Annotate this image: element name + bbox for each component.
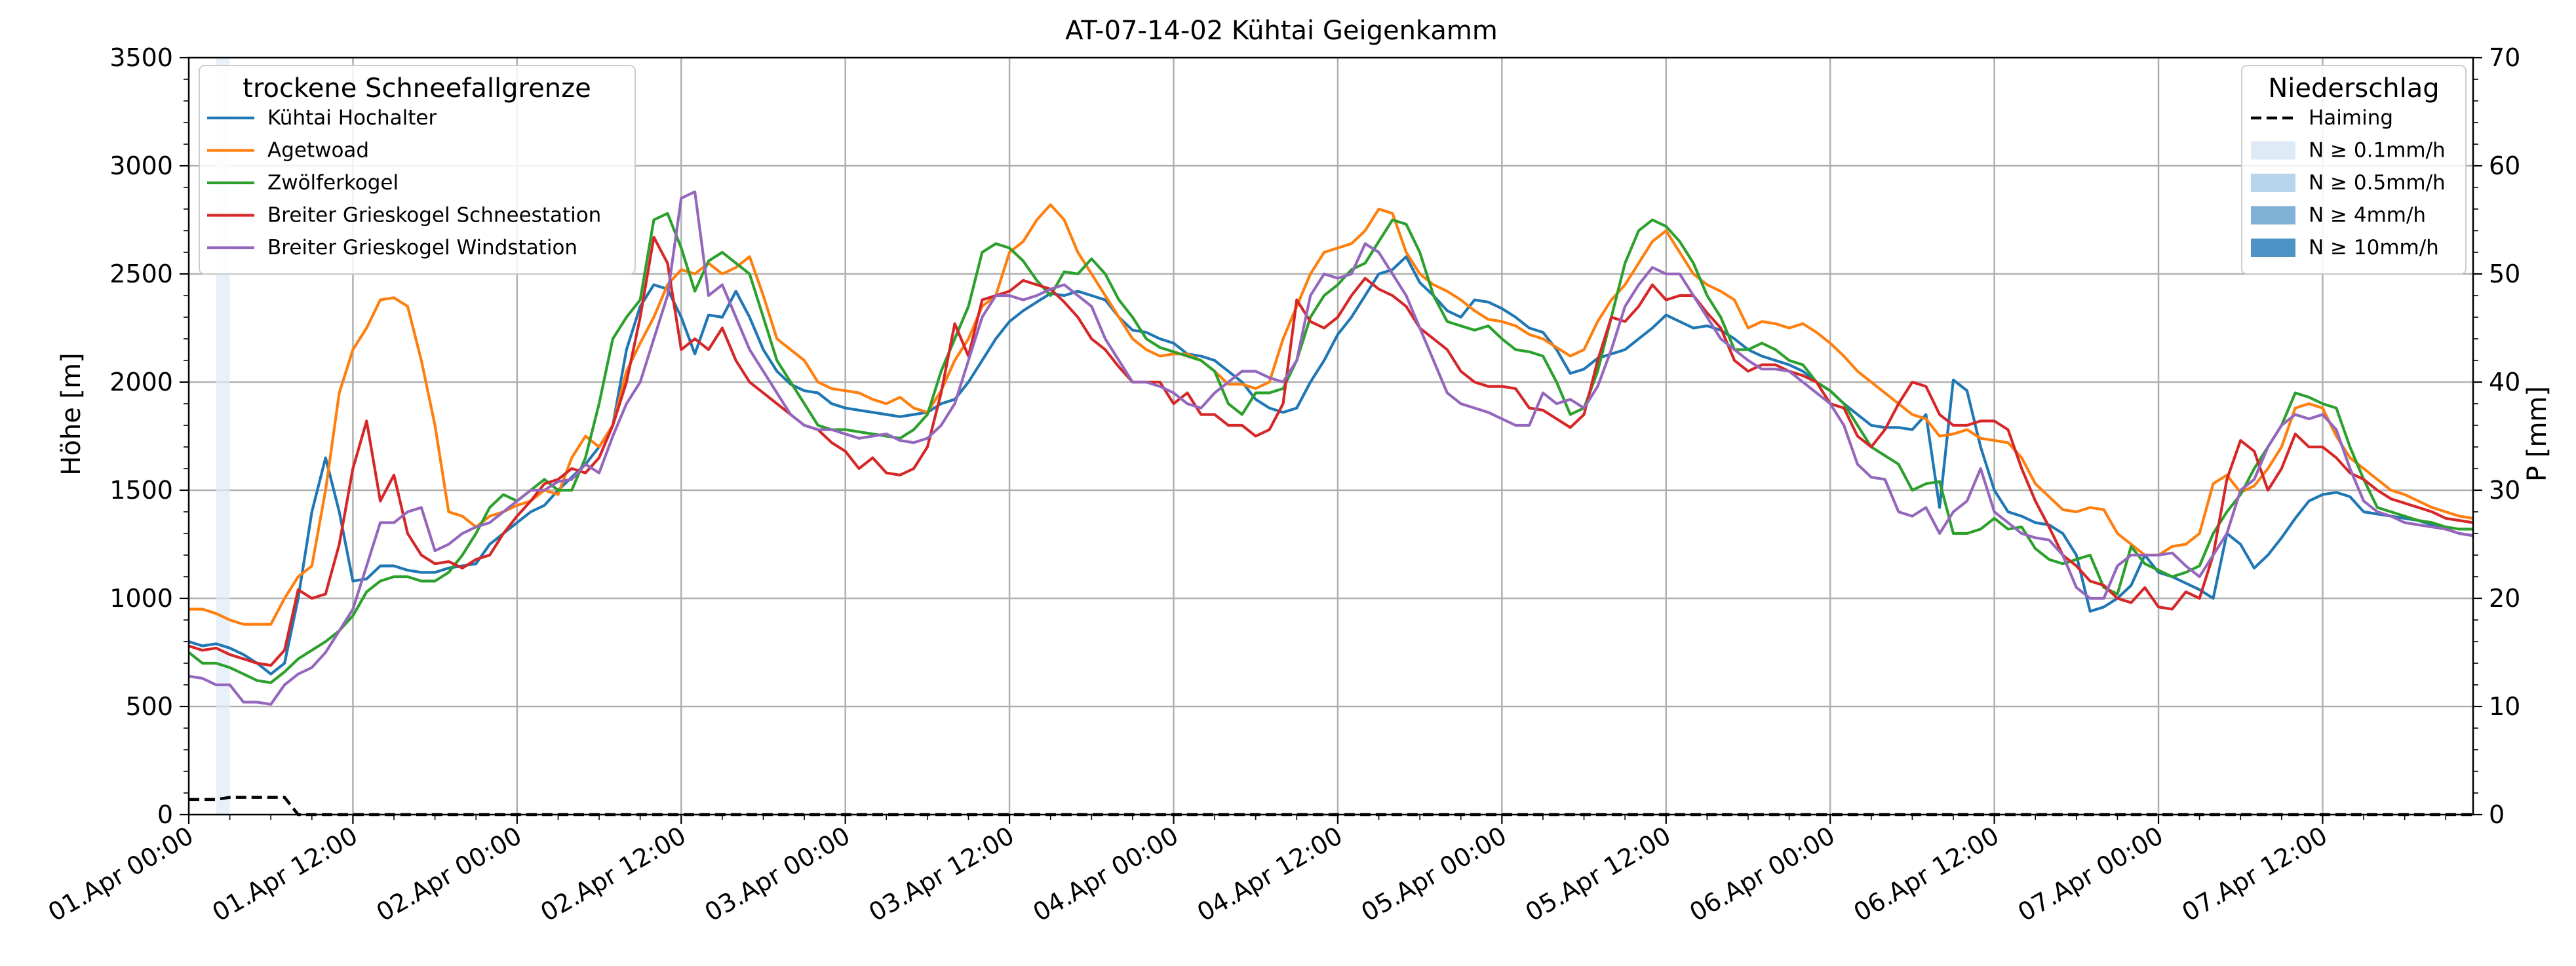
series-line-breiter-grieskogel-windstation: [188, 190, 2474, 706]
legend-swatch: [2251, 141, 2295, 160]
y-tick-label-right: 20: [2489, 584, 2520, 613]
legend-precip-box: [2241, 65, 2467, 275]
legend-entry-label: N ≥ 10mm/h: [2309, 236, 2439, 260]
legend-entry-label: Haiming: [2309, 106, 2393, 130]
legend-entry-label: Agetwoad: [267, 139, 369, 163]
y-tick-label-right: 0: [2489, 800, 2505, 829]
y-axis-label-right: P [mm]: [2522, 386, 2552, 482]
y-tick-label-right: 60: [2489, 151, 2520, 180]
legend-swatch: [2251, 206, 2295, 225]
y-tick-label-left: 3500: [109, 43, 173, 72]
y-tick-label-left: 500: [125, 692, 173, 721]
y-axis-label-left: Höhe [m]: [56, 353, 87, 475]
legend-precip-title: Niederschlag: [2268, 73, 2439, 104]
y-tick-label-left: 1000: [109, 584, 173, 613]
y-tick-label-left: 2000: [109, 368, 173, 396]
y-tick-label-right: 50: [2489, 260, 2520, 288]
legend-entry-label: N ≥ 0.5mm/h: [2309, 171, 2446, 195]
chart-title: AT-07-14-02 Kühtai Geigenkamm: [1065, 16, 1498, 46]
series-line-breiter-grieskogel-schneestation: [188, 235, 2474, 667]
legend-entry-label: N ≥ 0.1mm/h: [2309, 139, 2446, 163]
legend-snow-title: trockene Schneefallgrenze: [243, 73, 591, 104]
y-tick-label-left: 2500: [109, 260, 173, 288]
series-line-zwölferkogel: [187, 212, 2473, 684]
y-tick-label-left: 0: [157, 800, 173, 829]
y-tick-label-right: 70: [2489, 43, 2520, 72]
y-tick-label-left: 3000: [109, 151, 173, 180]
plot-frame: [187, 56, 2474, 816]
y-tick-label-left: 1500: [109, 476, 173, 505]
series-line-agetwoad: [189, 203, 2474, 626]
y-tick-label-right: 30: [2489, 476, 2520, 505]
legend-swatch: [2251, 239, 2295, 257]
y-tick-label-right: 10: [2489, 692, 2520, 721]
legend-swatch: [2251, 174, 2295, 192]
legend-entry-label: N ≥ 4mm/h: [2309, 204, 2426, 227]
legend-entry-label: Breiter Grieskogel Windstation: [267, 236, 577, 260]
legend-entry-label: Zwölferkogel: [267, 171, 399, 195]
legend-snow-box: [199, 65, 636, 275]
y-tick-label-right: 40: [2489, 368, 2520, 396]
series-layer: [187, 190, 2474, 706]
legend-entry-label: Kühtai Hochalter: [267, 106, 437, 130]
legend-entry-label: Breiter Grieskogel Schneestation: [267, 204, 601, 227]
